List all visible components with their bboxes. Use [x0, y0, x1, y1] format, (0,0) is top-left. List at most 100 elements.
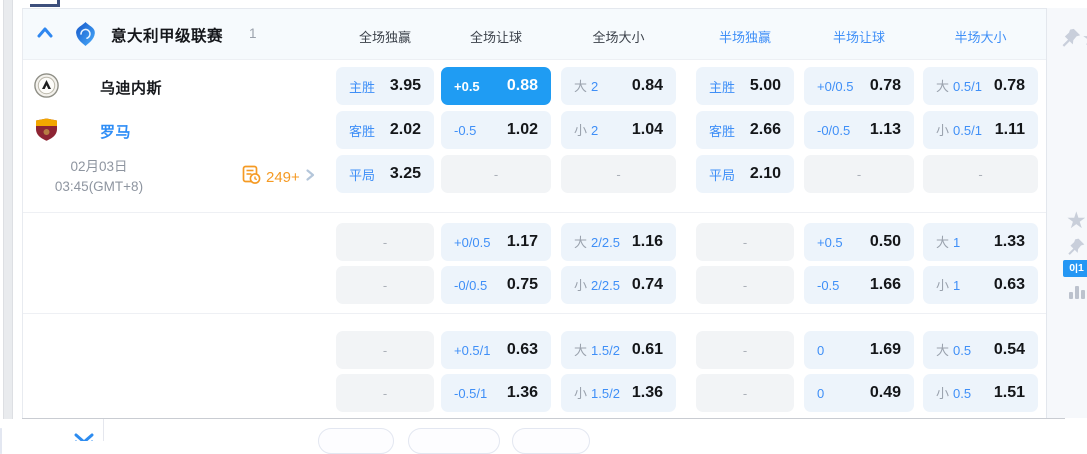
- ou-side-label: 大: [936, 79, 950, 94]
- odds-value: 1.16: [631, 233, 663, 250]
- ou-side-label: 小: [936, 123, 950, 138]
- column-header-4[interactable]: 半场让球: [832, 30, 885, 45]
- ou-side-label: 大: [936, 343, 950, 358]
- odds-dash: -: [382, 385, 388, 401]
- collapsed-side-strip: [3, 0, 13, 441]
- odds-cell[interactable]: -0/0.5 0.75: [441, 266, 551, 304]
- odds-line: 大 0.5/1: [936, 76, 982, 96]
- more-markets-link[interactable]: 249+: [242, 165, 317, 190]
- odds-dash: -: [493, 166, 499, 182]
- ou-line-number: 2: [591, 79, 599, 94]
- odds-label: -0.5: [454, 122, 477, 138]
- league-match-panel: 意大利甲级联赛 1 全场独赢 全场让球 全场大小 半场独赢 半场让球 半场大小 乌迪内斯 …: [22, 8, 1046, 418]
- odds-cell[interactable]: 小 2/2.5 0.74: [561, 266, 676, 304]
- odds-cell[interactable]: -0.5/1 1.36: [441, 374, 551, 412]
- star-icon[interactable]: ★: [1082, 29, 1087, 49]
- odds-cell[interactable]: -0/0.5 1.13: [804, 111, 914, 149]
- odds-value: 3.25: [389, 165, 421, 182]
- odds-cell[interactable]: 小 1.5/2 1.36: [561, 374, 676, 412]
- stats-bars-icon[interactable]: [1069, 285, 1085, 299]
- odds-label: -0.5: [817, 277, 840, 293]
- odds-dash: -: [742, 342, 748, 358]
- ou-side-label: 小: [936, 278, 950, 293]
- chevron-down-icon[interactable]: [72, 433, 96, 441]
- star-icon[interactable]: ★: [1066, 207, 1087, 233]
- odds-value: 5.00: [749, 77, 781, 94]
- league-title[interactable]: 意大利甲级联赛: [111, 28, 224, 45]
- column-header-1[interactable]: 全场让球: [469, 30, 522, 45]
- ou-line-number: 0.5: [953, 386, 972, 401]
- collapse-chevron-up-icon[interactable]: [35, 23, 55, 43]
- odds-cell[interactable]: +0/0.5 1.17: [441, 223, 551, 261]
- match-date: 02月03日: [70, 159, 128, 174]
- odds-value: 1.11: [994, 121, 1025, 138]
- match-datetime: 02月03日 03:45(GMT+8): [23, 157, 175, 197]
- odds-cell[interactable]: -0.5 1.66: [804, 266, 914, 304]
- odds-value: 1.66: [869, 276, 901, 293]
- odds-cell[interactable]: 大 1 1.33: [923, 223, 1038, 261]
- more-markets-count: 249+: [266, 168, 300, 186]
- pin-icon[interactable]: [1060, 27, 1082, 54]
- odds-value: 0.74: [631, 276, 663, 293]
- odds-cell[interactable]: 小 2 1.04: [561, 111, 676, 149]
- odds-cell[interactable]: +0/0.5 0.78: [804, 67, 914, 105]
- odds-cell[interactable]: 客胜 2.66: [696, 111, 794, 149]
- filter-pill[interactable]: [318, 428, 394, 454]
- ou-line-number: 2/2.5: [591, 235, 620, 250]
- odds-line: 大 2/2.5: [574, 232, 620, 252]
- markets-icon: [242, 165, 261, 190]
- odds-cell[interactable]: 大 1.5/2 0.61: [561, 331, 676, 369]
- odds-label: +0.5: [454, 78, 480, 94]
- odds-cell[interactable]: -0.5 1.02: [441, 111, 551, 149]
- home-team-name[interactable]: 乌迪内斯: [100, 80, 163, 97]
- ou-side-label: 小: [574, 278, 588, 293]
- odds-cell-selected[interactable]: +0.5 0.88: [441, 67, 551, 105]
- odds-value: 1.51: [993, 384, 1025, 401]
- odds-value: 1.04: [631, 121, 663, 138]
- odds-cell-empty: -: [923, 155, 1038, 193]
- odds-cell[interactable]: +0.5 0.50: [804, 223, 914, 261]
- odds-value: 1.17: [506, 233, 538, 250]
- group-divider: [23, 212, 1046, 213]
- odds-cell[interactable]: 客胜 2.02: [336, 111, 434, 149]
- odds-cell[interactable]: 小 0.5/1 1.11: [923, 111, 1038, 149]
- odds-cell[interactable]: 平局 3.25: [336, 155, 434, 193]
- odds-value: 0.50: [869, 233, 901, 250]
- odds-value: 2.66: [749, 121, 781, 138]
- group-divider: [23, 313, 1046, 314]
- away-team-name[interactable]: 罗马: [100, 124, 132, 141]
- odds-cell[interactable]: 大 2/2.5 1.16: [561, 223, 676, 261]
- odds-cell[interactable]: +0.5/1 0.63: [441, 331, 551, 369]
- odds-cell[interactable]: 大 2 0.84: [561, 67, 676, 105]
- odds-cell[interactable]: 0 0.49: [804, 374, 914, 412]
- column-header-2[interactable]: 全场大小: [592, 30, 645, 45]
- odds-cell[interactable]: 大 0.5 0.54: [923, 331, 1038, 369]
- pin-icon[interactable]: [1066, 237, 1086, 262]
- chevron-right-icon: [303, 167, 317, 188]
- odds-value: 1.33: [993, 233, 1025, 250]
- match-time: 03:45(GMT+8): [54, 179, 144, 194]
- column-header-3[interactable]: 半场独赢: [718, 30, 771, 45]
- ou-side-label: 大: [574, 79, 588, 94]
- odds-value: 0.61: [631, 341, 663, 358]
- odds-cell[interactable]: 大 0.5/1 0.78: [923, 67, 1038, 105]
- ou-side-label: 小: [574, 123, 588, 138]
- column-header-0[interactable]: 全场独赢: [358, 30, 411, 45]
- ou-line-number: 1.5/2: [591, 343, 620, 358]
- bottom-bar-divider: [103, 419, 104, 441]
- odds-cell[interactable]: 0 1.69: [804, 331, 914, 369]
- odds-cell[interactable]: 主胜 5.00: [696, 67, 794, 105]
- odds-cell[interactable]: 小 0.5 1.51: [923, 374, 1038, 412]
- odds-cell-empty: -: [336, 374, 434, 412]
- filter-pill[interactable]: [512, 428, 590, 454]
- odds-cell[interactable]: 小 1 0.63: [923, 266, 1038, 304]
- score-badge: 0|1: [1063, 260, 1087, 277]
- odds-cell[interactable]: 主胜 3.95: [336, 67, 434, 105]
- odds-label: +0.5: [817, 234, 843, 250]
- odds-label: 平局: [349, 167, 376, 183]
- filter-pill[interactable]: [408, 428, 500, 454]
- odds-cell[interactable]: 平局 2.10: [696, 155, 794, 193]
- column-header-5[interactable]: 半场大小: [954, 30, 1007, 45]
- filter-pill[interactable]: [0, 428, 2, 454]
- ou-line-number: 1: [953, 278, 961, 293]
